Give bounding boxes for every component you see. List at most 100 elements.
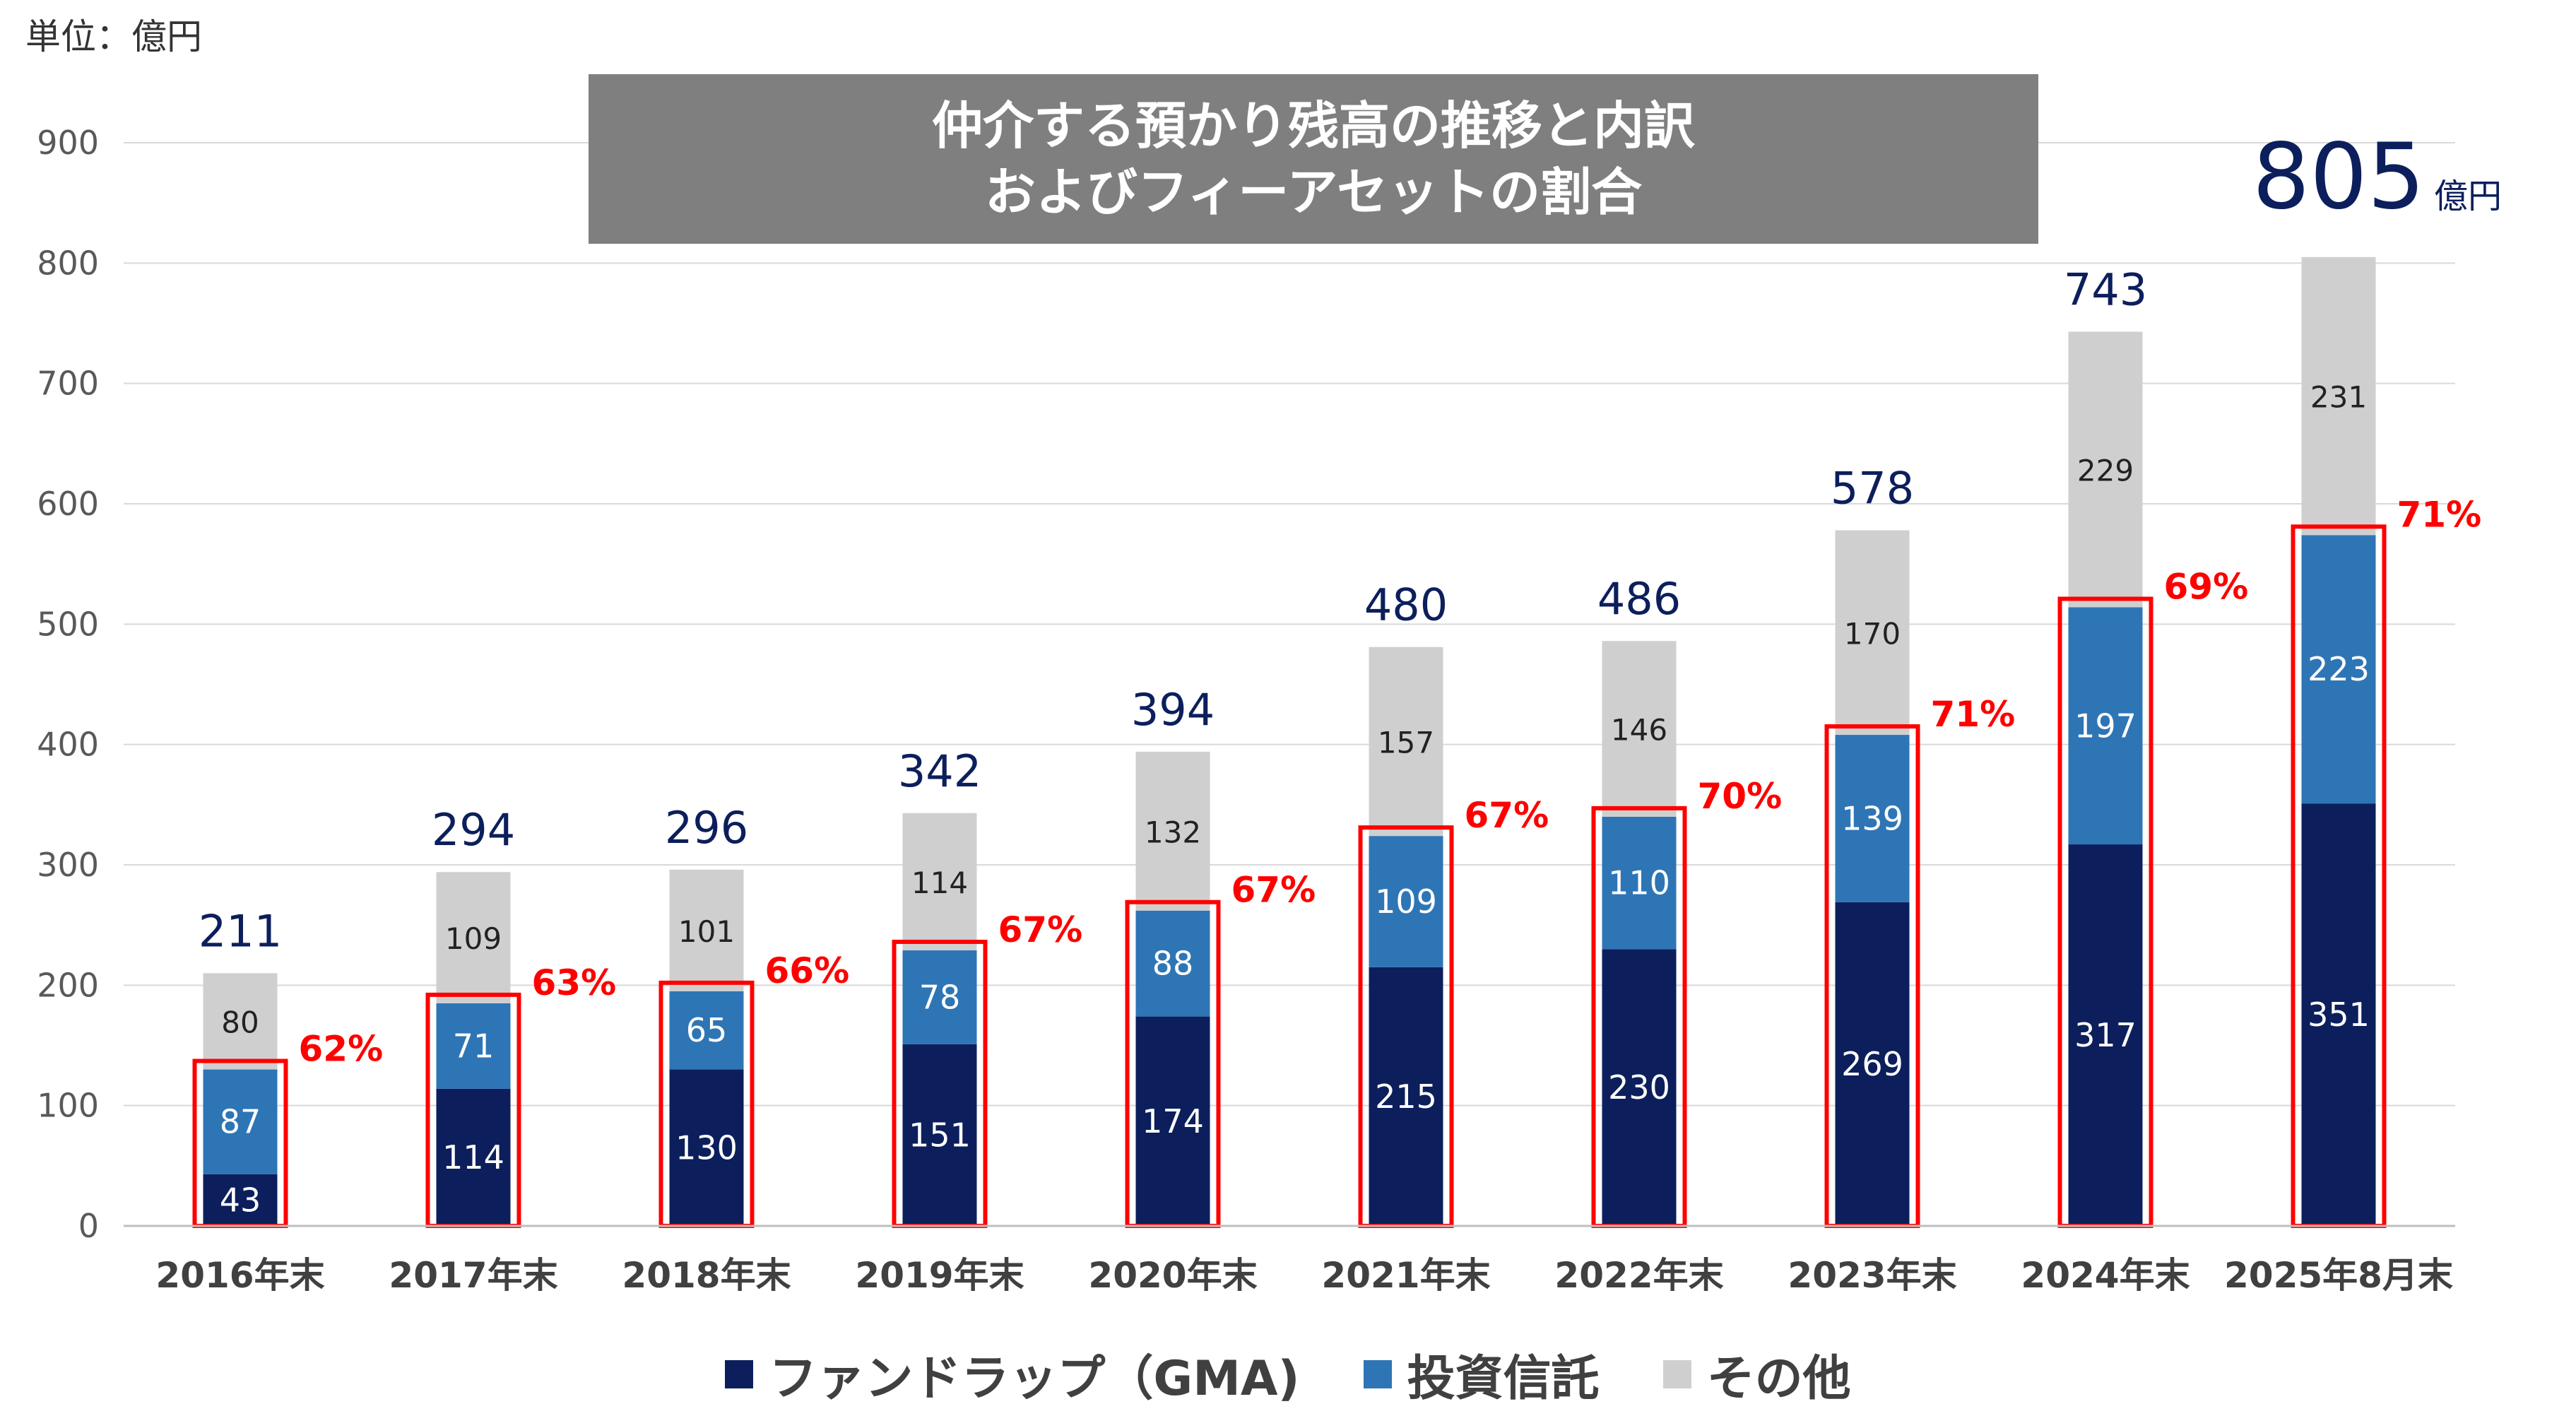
bar-segment-other [1835,530,1910,736]
fee-asset-ratio-labels: 62% 63% 66% 67% 67% 67% 70% 71% 69% 71% [299,494,2482,1069]
legend-item-other: その他 [1662,1339,1851,1409]
total-label: 486 [1597,573,1681,625]
segment-label-other: 114 [911,866,968,900]
legend-swatch-trust [1363,1359,1392,1388]
bar-segment-other [436,872,511,1003]
bar-segment-gma [669,1069,744,1226]
segment-label-gma: 130 [675,1128,738,1167]
x-category-label: 2021年末 [1321,1255,1490,1296]
y-tick-label: 700 [37,365,99,403]
fee-asset-ratio-label: 69% [2164,566,2249,607]
segment-label-gma: 269 [1841,1045,1903,1083]
fee-asset-ratio-label: 67% [998,909,1083,950]
segment-label-trust: 109 [1375,883,1437,921]
y-tick-label: 300 [37,846,99,884]
segment-data-labels: 43 87 80 114 71 109 130 65 101 151 78 114 174 88 132 21… [220,380,2370,1220]
fee-asset-ratio-label: 71% [1931,694,2016,735]
total-label: 480 [1364,579,1448,631]
legend-swatch-other [1662,1359,1691,1388]
bar-segment-other [669,869,744,991]
y-tick-label: 500 [37,605,99,643]
segment-label-gma: 317 [2074,1016,2137,1054]
y-tick-label: 0 [78,1207,99,1245]
bar-segment-trust [436,1003,511,1089]
segment-label-trust: 87 [220,1103,261,1141]
segment-label-gma: 43 [220,1181,261,1219]
bar-segment-gma [2301,803,2376,1226]
bar-segment-trust [1369,836,1443,967]
segment-label-gma: 351 [2308,996,2370,1034]
segment-label-trust: 71 [453,1027,495,1065]
bar-segment-gma [1135,1016,1210,1226]
y-tick-label: 400 [37,726,99,764]
segment-label-gma: 174 [1142,1102,1204,1140]
bar-segment-other [2068,331,2143,608]
bar-segment-gma [902,1044,977,1226]
bar-segment-gma [1369,967,1443,1226]
chart-title-box: 仲介する預かり残高の推移と内訳 およびフィーアセットの割合 [589,74,2038,244]
total-label: 342 [898,745,981,797]
x-category-label: 2022年末 [1554,1255,1723,1296]
segment-label-trust: 88 [1152,945,1194,983]
fee-asset-ratio-label: 62% [299,1029,384,1070]
bar-segment-gma [203,1174,278,1226]
fee-asset-ratio-label: 67% [1465,795,1549,836]
fee-asset-ratio-label: 71% [2397,494,2482,535]
bar-segment-gma [2068,844,2143,1226]
segment-label-trust: 110 [1608,864,1670,902]
unit-label: 単位：億円 [25,16,202,57]
legend-label-gma: ファンドラップ（GMA) [769,1351,1300,1407]
bar-segment-trust [669,991,744,1070]
total-label: 211 [199,905,282,957]
x-category-label: 2017年末 [389,1255,557,1296]
segment-label-other: 231 [2310,380,2367,415]
bar-segment-other [2301,256,2376,536]
segment-label-other: 229 [2077,453,2134,488]
total-label: 294 [432,804,515,856]
segment-label-gma: 215 [1375,1078,1437,1116]
segment-label-other: 170 [1844,616,1901,651]
fee-asset-ratio-label: 70% [1698,776,1783,817]
bar-segment-trust [2301,535,2376,804]
y-axis-tick-labels: 0 100 200 300 400 500 600 700 800 900 [37,124,99,1245]
total-label: 805 [2252,124,2425,230]
legend-item-trust: 投資信託 [1363,1339,1600,1409]
segment-label-trust: 139 [1841,799,1903,837]
total-labels: 211 294 296 342 394 480 486 578 743 805 億円 [199,124,2502,957]
bar-stacks [203,256,2376,1226]
bar-segment-gma [1602,949,1677,1226]
x-category-label: 2018年末 [622,1255,791,1296]
fee-asset-ratio-label: 67% [1231,870,1316,911]
bar-segment-other [1369,647,1443,837]
bar-segment-gma [1835,902,1910,1226]
fee-asset-ratio-label: 66% [765,950,850,991]
segment-label-other: 109 [445,921,502,956]
segment-label-trust: 65 [686,1011,728,1049]
segment-label-other: 132 [1145,815,1201,849]
bar-segment-other [1602,641,1677,817]
bar-segment-other [902,813,977,950]
bar-segment-trust [1835,735,1910,902]
bar-segment-trust [902,950,977,1044]
x-category-label: 2024年末 [2021,1255,2190,1296]
chart-title-line-1: 仲介する預かり残高の推移と内訳 [931,96,1695,155]
bar-segment-trust [203,1069,278,1174]
segment-label-other: 80 [221,1005,259,1039]
x-category-label: 2025年8月末 [2224,1255,2453,1296]
x-category-label: 2023年末 [1788,1255,1956,1296]
chart-title-line-2: およびフィーアセットの割合 [984,163,1643,222]
x-category-label: 2016年末 [155,1255,324,1296]
segment-label-trust: 78 [919,978,961,1016]
segment-label-trust: 197 [2074,707,2137,745]
bar-segment-trust [1602,816,1677,950]
y-tick-label: 600 [37,485,99,523]
x-axis-category-labels: 2016年末 2017年末 2018年末 2019年末 2020年末 2021年末 2022… [155,1255,2453,1296]
bar-segment-trust [2068,607,2143,845]
total-label: 578 [1831,462,1914,514]
segment-label-other: 101 [678,914,735,949]
segment-label-gma: 230 [1608,1068,1670,1107]
legend-label-trust: 投資信託 [1407,1351,1600,1407]
segment-label-gma: 114 [442,1138,504,1176]
total-label: 296 [665,802,748,854]
